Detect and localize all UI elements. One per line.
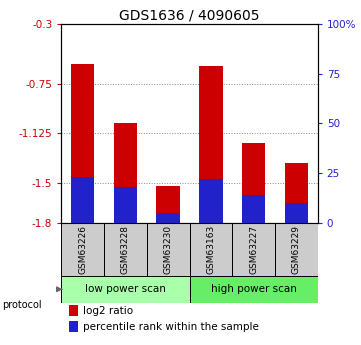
Bar	[190, 276, 318, 303]
Text: GSM63229: GSM63229	[292, 225, 301, 274]
Text: GSM63227: GSM63227	[249, 225, 258, 274]
Bar	[232, 223, 275, 276]
Bar	[275, 223, 318, 276]
Bar	[61, 276, 190, 303]
Bar	[190, 223, 232, 276]
Bar	[71, 64, 95, 223]
Text: low power scan: low power scan	[85, 284, 166, 294]
Bar	[242, 195, 265, 223]
Bar	[284, 163, 308, 223]
Bar	[69, 321, 78, 332]
Text: GSM63228: GSM63228	[121, 225, 130, 274]
Bar	[156, 213, 180, 223]
Bar	[114, 124, 137, 223]
Bar	[284, 203, 308, 223]
Bar	[199, 67, 223, 223]
Bar	[147, 223, 190, 276]
Bar	[104, 223, 147, 276]
Bar	[61, 223, 104, 276]
Text: protocol: protocol	[2, 300, 42, 310]
Title: GDS1636 / 4090605: GDS1636 / 4090605	[119, 9, 260, 23]
Text: high power scan: high power scan	[211, 284, 296, 294]
Bar	[156, 186, 180, 223]
Bar	[242, 143, 265, 223]
Text: GSM63230: GSM63230	[164, 225, 173, 274]
Bar	[114, 187, 137, 223]
Bar	[199, 179, 223, 223]
Text: percentile rank within the sample: percentile rank within the sample	[83, 322, 259, 332]
Bar	[69, 305, 78, 316]
Text: GSM63163: GSM63163	[206, 225, 216, 274]
Text: GSM63226: GSM63226	[78, 225, 87, 274]
Bar	[71, 177, 95, 223]
Text: log2 ratio: log2 ratio	[83, 306, 133, 316]
